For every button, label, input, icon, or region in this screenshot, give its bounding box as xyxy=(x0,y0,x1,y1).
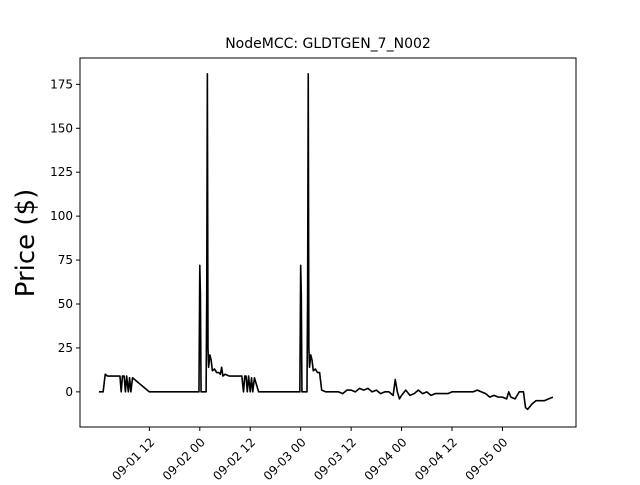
y-tick-label-1: 25 xyxy=(58,341,73,355)
y-tick-label-5: 125 xyxy=(50,165,73,179)
x-tick-label-6: 09-04 12 xyxy=(412,435,460,480)
y-tick-label-0: 0 xyxy=(65,385,73,399)
y-tick-label-6: 150 xyxy=(50,121,73,135)
x-tick-label-7: 09-05 00 xyxy=(462,435,510,480)
y-axis-label: Price ($) xyxy=(11,189,41,298)
x-tick-label-3: 09-03 00 xyxy=(261,435,309,480)
x-tick-label-5: 09-04 00 xyxy=(362,435,410,480)
series-line-0 xyxy=(98,73,554,411)
x-tick-label-0: 09-01 12 xyxy=(109,435,157,480)
y-tick-label-2: 50 xyxy=(58,297,73,311)
y-tick-label-3: 75 xyxy=(58,253,73,267)
y-tick-label-7: 175 xyxy=(50,77,73,91)
y-tick-label-4: 100 xyxy=(50,209,73,223)
chart-title: NodeMCC: GLDTGEN_7_N002 xyxy=(225,36,431,52)
x-tick-label-1: 09-02 00 xyxy=(160,435,208,480)
plot-frame xyxy=(79,57,577,428)
x-tick-label-2: 09-02 12 xyxy=(210,435,258,480)
x-tick-label-4: 09-03 12 xyxy=(311,435,359,480)
plot-area xyxy=(98,73,554,411)
